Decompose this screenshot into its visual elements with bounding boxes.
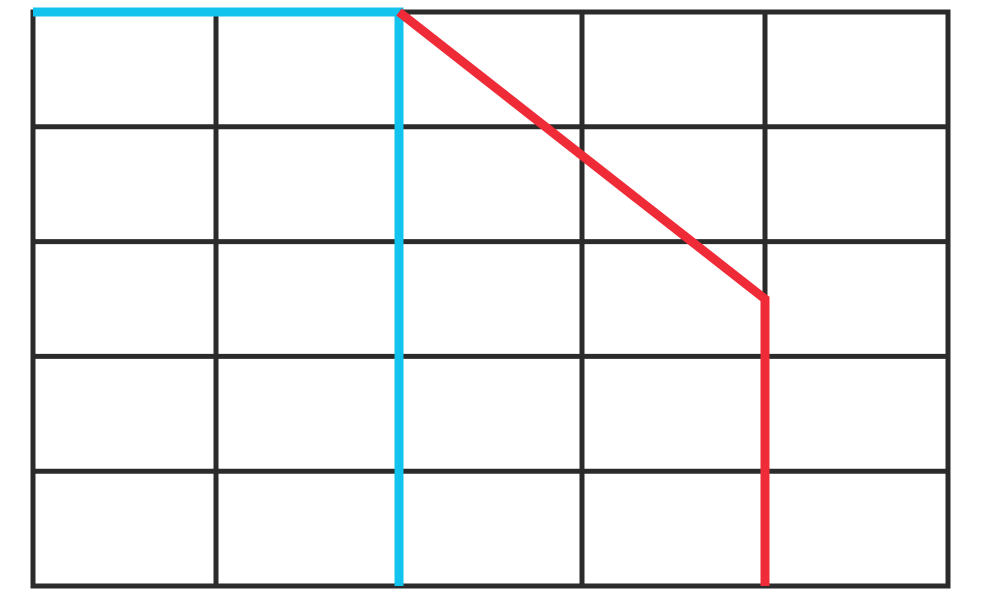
grid-lines — [30, 9, 951, 589]
paths — [33, 7, 770, 586]
red-path — [396, 8, 770, 586]
